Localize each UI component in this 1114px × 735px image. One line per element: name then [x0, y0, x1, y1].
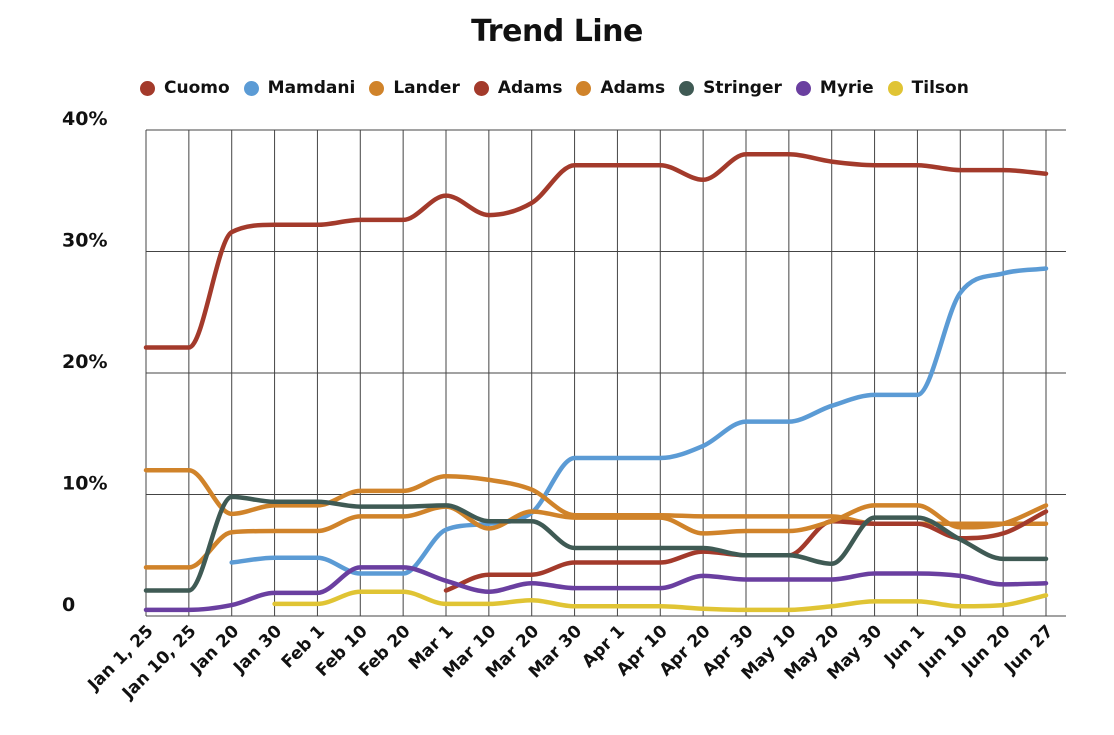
legend-swatch	[243, 80, 259, 96]
legend-item: Cuomo	[140, 78, 230, 98]
legend-label: Mamdani	[267, 78, 356, 98]
y-tick-label: 10%	[62, 473, 107, 495]
legend-swatch	[140, 80, 155, 96]
legend-item: Tilson	[887, 78, 969, 98]
legend-swatch	[679, 80, 695, 96]
legend-swatch	[887, 80, 903, 96]
legend-label: Adams	[600, 78, 666, 98]
legend-item: Stringer	[679, 78, 782, 98]
legend-swatch	[473, 80, 489, 96]
legend-swatch	[576, 80, 592, 96]
legend-label: Tilson	[911, 78, 969, 98]
legend: Cuomo Mamdani Lander Adams Adams Stringer Myri…	[140, 76, 983, 100]
legend-item: Myrie	[795, 78, 874, 98]
chart-title: Trend Line	[471, 14, 643, 49]
legend-item: Adams	[576, 78, 665, 98]
legend-label: Myrie	[819, 78, 874, 98]
legend-item: Lander	[369, 78, 460, 98]
x-tick-label: Jan 30	[229, 621, 286, 678]
legend-label: Cuomo	[164, 78, 230, 98]
legend-label: Adams	[497, 78, 563, 98]
y-tick-label: 40%	[62, 108, 107, 130]
y-tick-label: 0	[62, 594, 75, 616]
y-axis-ticks: 0 10% 20% 30% 40%	[62, 108, 107, 616]
legend-item: Mamdani	[243, 78, 356, 98]
series-lines	[143, 152, 1049, 613]
legend-label: Lander	[393, 78, 460, 98]
y-tick-label: 20%	[62, 351, 107, 373]
legend-swatch	[795, 80, 811, 96]
legend-label: Stringer	[703, 78, 782, 98]
legend-swatch	[369, 80, 385, 96]
legend-item: Adams	[473, 78, 563, 98]
y-tick-label: 30%	[62, 230, 107, 252]
series-line-myrie-6	[143, 565, 1049, 613]
series-line-mamdani-1	[229, 266, 1049, 576]
grid	[145, 129, 1066, 617]
series-line-cuomo-0	[143, 152, 1049, 350]
series-line-stringer-5	[143, 494, 1049, 593]
series-line-adams-4	[143, 503, 1049, 570]
series-line-tilson-7	[272, 589, 1049, 613]
